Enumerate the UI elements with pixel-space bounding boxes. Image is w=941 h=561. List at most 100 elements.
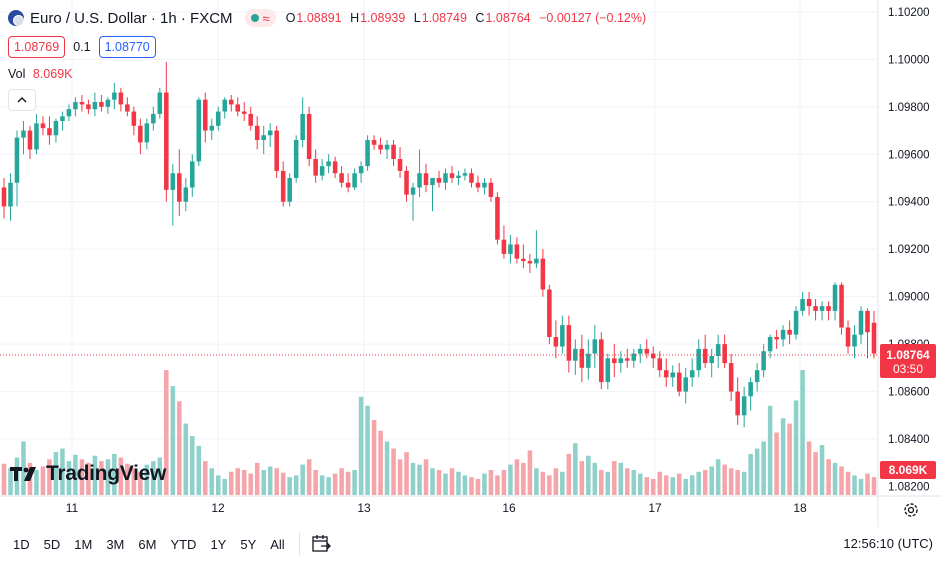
volume-bar — [79, 459, 85, 495]
symbol-title[interactable]: Euro / U.S. Dollar · 1h · FXCM — [30, 9, 233, 27]
candle-body — [73, 102, 78, 110]
volume-tag: 8.069K — [880, 461, 936, 479]
range-5d-button[interactable]: 5D — [43, 536, 61, 552]
price-axis[interactable]: 1.10200 1.10000 1.09800 1.09600 1.09400 1.092… — [888, 7, 930, 494]
candle-body — [865, 310, 870, 333]
buy-button[interactable]: 1.08770 — [98, 36, 156, 58]
time-axis[interactable]: 11 12 13 16 17 18 — [66, 501, 807, 515]
volume-bar — [261, 470, 266, 495]
candle-body — [436, 177, 442, 183]
last-price-value: 1.08764 — [886, 348, 930, 362]
volume-bar — [579, 461, 585, 495]
candle-body — [215, 111, 221, 126]
candle-body — [358, 166, 364, 174]
candle-body — [430, 177, 435, 186]
volume-bar — [417, 464, 422, 495]
symbol-legend: Euro / U.S. Dollar · 1h · FXCM ≈ O1.0889… — [8, 9, 651, 27]
candle-body — [618, 358, 624, 364]
candle-body — [586, 353, 591, 368]
volume-bar — [605, 471, 611, 495]
go-to-date-icon[interactable] — [312, 535, 332, 553]
range-1m-button[interactable]: 1M — [74, 536, 93, 552]
sell-button[interactable]: 1.08769 — [8, 36, 66, 58]
low-value: 1.08749 — [421, 11, 467, 25]
range-all-button[interactable]: All — [270, 536, 285, 552]
volume-bar — [501, 470, 507, 495]
candle-body — [761, 351, 766, 371]
candle-body — [332, 161, 338, 174]
candle-body — [319, 166, 325, 176]
volume-bar — [527, 450, 533, 495]
volume-bar — [741, 471, 747, 495]
candle-body — [748, 382, 753, 397]
utc-clock[interactable]: 12:56:10 (UTC) — [843, 536, 933, 551]
range-6m-button[interactable]: 6M — [138, 536, 157, 552]
candle-body — [800, 299, 805, 311]
candle-body — [423, 173, 429, 186]
volume-bar — [228, 471, 234, 495]
range-ytd-button[interactable]: YTD — [170, 536, 197, 552]
candle-body — [164, 92, 169, 190]
candle-body — [514, 244, 520, 259]
candle-body — [60, 116, 65, 122]
volume-bar — [313, 470, 318, 495]
volume-bar — [254, 462, 260, 495]
price-chart[interactable]: 1.10200 1.10000 1.09800 1.09600 1.09400 1.092… — [0, 0, 941, 527]
market-status-badge[interactable]: ≈ — [244, 9, 276, 27]
price-tick-label: 1.09400 — [888, 197, 930, 209]
range-3m-button[interactable]: 3M — [106, 536, 125, 552]
candle-body — [53, 121, 59, 136]
price-tick-label: 1.08400 — [888, 434, 930, 446]
candle-body — [852, 334, 857, 347]
range-1y-button[interactable]: 1Y — [210, 536, 227, 552]
time-tick-label: 16 — [502, 501, 516, 515]
range-5y-button[interactable]: 5Y — [240, 536, 257, 552]
candle-body — [66, 109, 72, 117]
candle-body — [105, 99, 111, 107]
volume-bar — [495, 475, 500, 495]
volume-bar — [709, 466, 714, 495]
candle-body — [397, 159, 403, 171]
volume-bar — [813, 452, 818, 495]
volume-label: Vol — [8, 67, 26, 81]
time-tick-label: 17 — [648, 501, 662, 515]
settings-gear-icon[interactable] — [902, 501, 920, 519]
candle-body — [352, 173, 357, 188]
chart-grid — [0, 0, 878, 496]
volume-bar — [40, 466, 46, 495]
candle-body — [728, 363, 734, 392]
candle-body — [202, 99, 208, 131]
candle-body — [540, 258, 546, 290]
candle-body — [527, 261, 533, 264]
volume-bar — [702, 470, 708, 495]
spread-value: 0.1 — [73, 40, 91, 54]
collapse-legend-button[interactable] — [8, 89, 36, 111]
candle-body — [345, 182, 351, 188]
volume-bar — [475, 478, 481, 495]
tradingview-logo[interactable]: TradingView — [10, 462, 166, 486]
candle-body — [508, 244, 513, 254]
range-1d-button[interactable]: 1D — [13, 536, 30, 552]
volume-bar — [696, 471, 701, 495]
candle-body — [241, 111, 247, 114]
candle-body — [125, 104, 130, 112]
candle-body — [209, 125, 215, 131]
volume-bar — [164, 370, 169, 495]
volume-bar — [371, 420, 377, 495]
bottom-toolbar: 1D 5D 1M 3M 6M YTD 1Y 5Y All 12:56:10 (U… — [0, 527, 941, 561]
candle-body — [267, 130, 273, 136]
candle-body — [131, 111, 137, 126]
candle-body — [819, 306, 825, 311]
candle-body — [689, 370, 695, 378]
candle-body — [306, 113, 312, 160]
volume-bar — [826, 459, 831, 495]
time-tick-label: 12 — [211, 501, 225, 515]
price-tick-label: 1.10000 — [888, 54, 930, 66]
wave-icon: ≈ — [262, 10, 270, 26]
candle-body — [832, 284, 838, 311]
volume-bar — [436, 470, 442, 495]
volume-bar — [319, 475, 325, 495]
volume-bar — [190, 436, 195, 495]
candle-body — [735, 391, 740, 416]
candle-body — [99, 102, 104, 107]
